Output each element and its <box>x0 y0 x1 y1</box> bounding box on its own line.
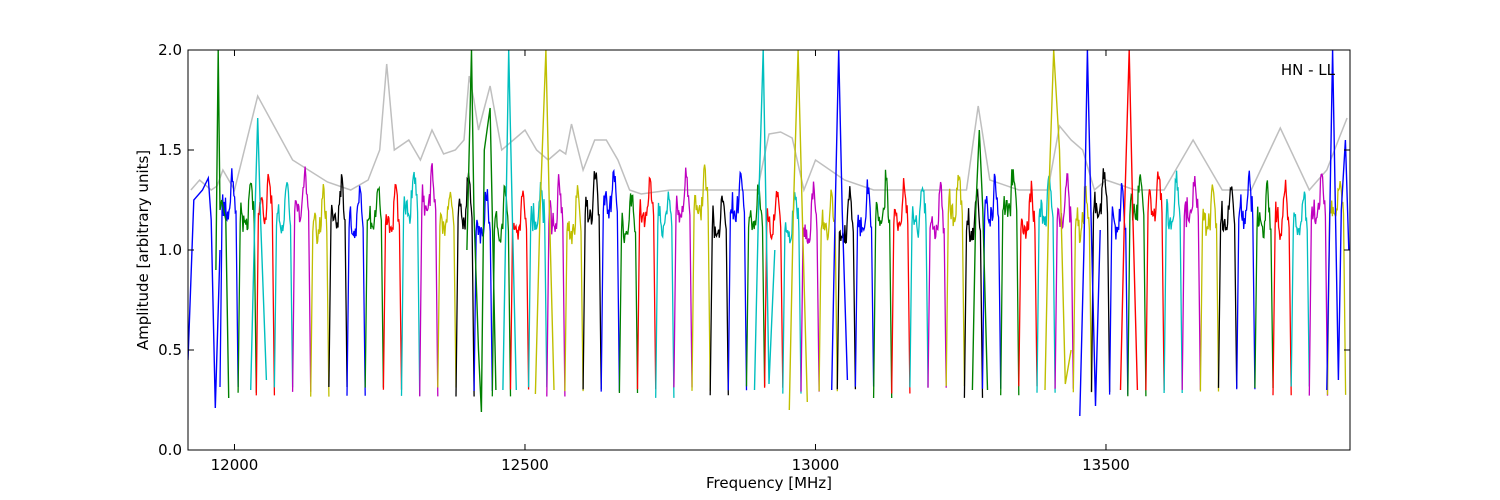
channel-trace <box>1054 173 1074 389</box>
channel-trace <box>818 189 838 392</box>
channel-trace <box>400 171 421 396</box>
channel-trace <box>1000 169 1020 396</box>
channel-trace <box>673 167 693 388</box>
channel-trace <box>1272 179 1292 396</box>
channel-trace <box>854 179 875 387</box>
channel-trace <box>1018 180 1038 387</box>
channel-trace <box>963 188 984 398</box>
channel-trace <box>618 193 639 394</box>
tick-marks <box>188 49 1350 451</box>
channel-trace <box>364 185 385 388</box>
spike-series-line <box>1044 50 1072 391</box>
channel-trace <box>945 174 966 387</box>
channel-trace <box>527 181 548 388</box>
channel-trace <box>310 184 330 397</box>
channel-trace <box>782 192 802 394</box>
channel-trace <box>582 171 602 390</box>
channel-trace <box>691 164 711 391</box>
tick-labels: 12000 12500 13000 13500 0.0 0.5 1.0 1.5 2.0 <box>158 41 1130 474</box>
channel-trace <box>328 174 348 388</box>
channel-trace <box>800 181 820 392</box>
channel-trace <box>836 186 857 390</box>
y-tick-label: 2.0 <box>158 41 182 59</box>
channel-trace <box>564 185 584 392</box>
channel-trace <box>491 184 512 397</box>
channel-trace <box>981 173 1002 389</box>
channel-trace <box>636 176 657 390</box>
channel-trace <box>727 170 748 391</box>
channel-trace <box>1145 171 1165 391</box>
channel-trace <box>709 195 729 396</box>
channel-trace <box>763 190 784 388</box>
channel-trace <box>1163 170 1183 394</box>
spike-series-line <box>1119 50 1139 391</box>
channel-trace <box>1290 191 1310 387</box>
channel-trace <box>1090 168 1111 392</box>
spike-series-line <box>188 175 221 409</box>
x-tick-label: 12500 <box>501 456 549 474</box>
channel-trace <box>1181 175 1202 390</box>
channel-trace <box>437 191 457 388</box>
y-axis-label: Amplitude [arbitrary units] <box>134 150 152 350</box>
y-tick-label: 1.5 <box>158 141 182 159</box>
spike-series-line <box>534 50 555 395</box>
channel-trace <box>927 181 947 388</box>
channel-trace <box>273 182 294 388</box>
channel-trace <box>1308 173 1329 396</box>
x-tick-label: 13000 <box>792 456 840 474</box>
channel-trace <box>600 168 621 392</box>
channel-trace <box>891 178 911 394</box>
channel-trace <box>1236 170 1256 390</box>
channel-trace <box>872 169 893 399</box>
channel-trace <box>1127 174 1147 397</box>
x-axis-label: Frequency [MHz] <box>706 474 832 492</box>
plot-annotation: HN - LL <box>1281 61 1336 79</box>
channel-trace <box>419 163 439 397</box>
plot-area <box>188 50 1350 417</box>
channel-trace <box>455 172 475 397</box>
channel-trace <box>1217 186 1238 388</box>
spike-series-line <box>1326 50 1350 391</box>
spike-series-line <box>753 50 776 391</box>
channel-trace <box>237 182 257 393</box>
channel-trace <box>509 190 530 390</box>
spike-series-line <box>502 50 517 391</box>
channel-trace <box>1199 184 1220 392</box>
spike-series-line <box>788 50 808 411</box>
y-tick-label: 1.0 <box>158 241 182 259</box>
envelope-series-line <box>190 63 1348 195</box>
y-tick-label: 0.0 <box>158 441 182 459</box>
channel-trace <box>219 168 239 388</box>
x-tick-label: 13500 <box>1082 456 1130 474</box>
channel-trace <box>655 191 675 398</box>
channel-trace <box>1254 180 1274 389</box>
channel-trace <box>346 185 366 396</box>
spike-series-line <box>971 129 989 391</box>
spike-series-line <box>466 50 497 413</box>
y-tick-label: 0.5 <box>158 341 182 359</box>
channel-trace <box>1072 185 1093 393</box>
x-tick-label: 12000 <box>211 456 259 474</box>
channel-trace <box>1036 175 1056 393</box>
channel-trace <box>382 183 403 390</box>
spike-series-line <box>831 50 849 391</box>
channel-trace <box>745 184 766 387</box>
channel-trace <box>291 166 312 392</box>
spike-series-line <box>215 50 230 399</box>
spike-series-line <box>250 117 268 391</box>
channel-trace <box>909 185 929 388</box>
channel-trace <box>255 173 276 396</box>
spike-series-line <box>1079 50 1101 417</box>
